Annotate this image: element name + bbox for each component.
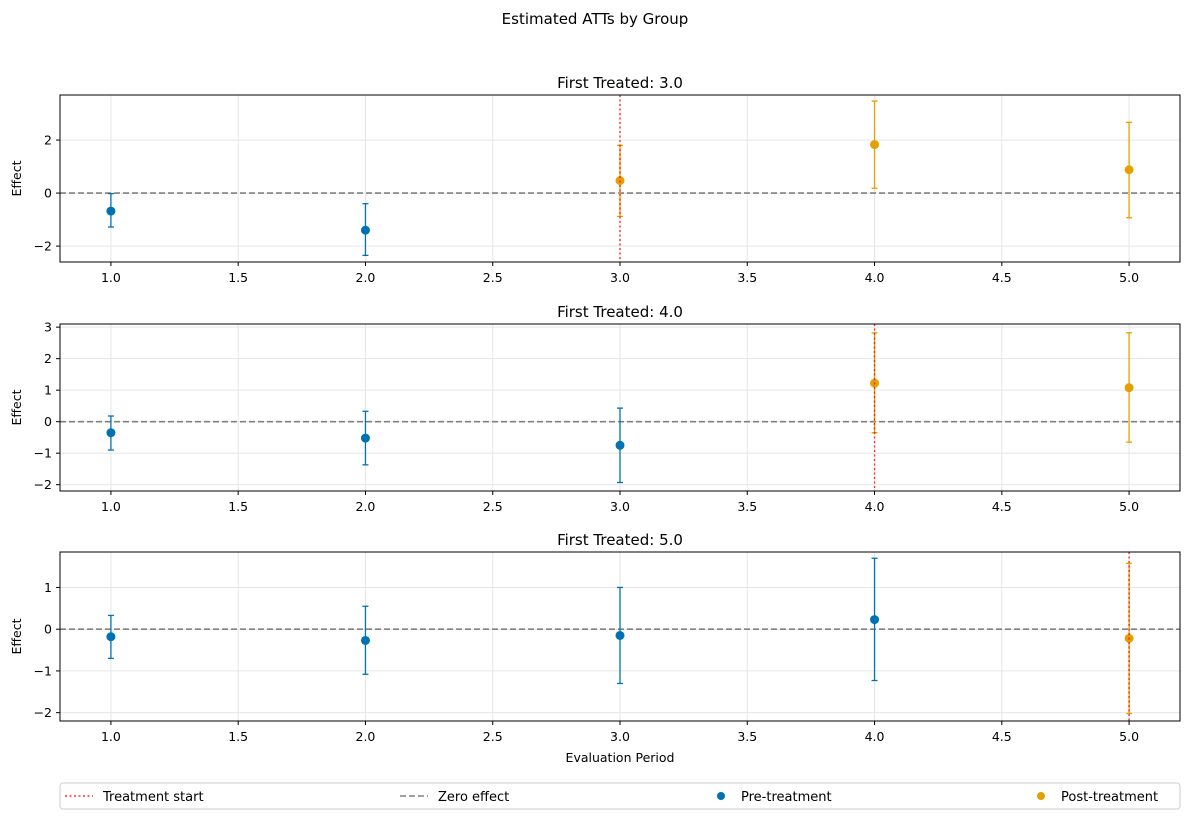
data-point-pre (360, 433, 370, 443)
data-point-post (1124, 165, 1134, 175)
x-tick-label: 1.5 (228, 729, 248, 744)
x-tick-label: 1.0 (101, 270, 121, 285)
subplot-1: 1.0 1.5 2.0 2.5 3.0 3.5 4.0 4.5 5.0 −2 0 2 First Tre… (9, 74, 1181, 285)
data-point-post (870, 140, 880, 150)
x-tick-label: 1.0 (101, 499, 121, 514)
legend-swatch-marker (717, 792, 725, 800)
x-tick-label: 3.0 (610, 270, 630, 285)
data-point-pre (360, 225, 370, 235)
y-tick-label: −2 (34, 477, 52, 492)
x-tick-label: 2.0 (356, 499, 376, 514)
data-point-pre (615, 630, 625, 640)
y-axis-label: Effect (9, 160, 24, 196)
x-tick-label: 4.5 (992, 270, 1012, 285)
data-point-pre (360, 635, 370, 645)
x-tick-label: 4.0 (865, 270, 885, 285)
legend-label: Pre-treatment (741, 790, 832, 805)
figure-suptitle: Estimated ATTs by Group (502, 10, 689, 28)
x-tick-label: 2.0 (356, 270, 376, 285)
x-tick-label: 1.5 (228, 270, 248, 285)
y-axis-label: Effect (9, 389, 24, 425)
x-tick-label: 4.0 (865, 499, 885, 514)
x-tick-label: 4.0 (865, 729, 885, 744)
x-tick-label: 1.0 (101, 729, 121, 744)
subplot-3: 1.0 1.5 2.0 2.5 3.0 3.5 4.0 4.5 5.0 −2 −1 0 1 First T… (9, 531, 1181, 765)
y-tick-label: 1 (44, 580, 52, 595)
y-tick-label: 0 (44, 622, 52, 637)
x-tick-label: 1.5 (228, 499, 248, 514)
data-point-pre (615, 440, 625, 450)
x-tick-label: 4.5 (992, 499, 1012, 514)
y-tick-label: 2 (44, 133, 52, 148)
data-point-pre (106, 632, 116, 642)
x-axis-label: Evaluation Period (566, 750, 675, 765)
subplot-title: First Treated: 5.0 (557, 531, 683, 549)
y-tick-label: 3 (44, 320, 52, 335)
x-tick-label: 3.0 (610, 499, 630, 514)
data-point-pre (106, 428, 116, 438)
x-tick-label: 2.0 (356, 729, 376, 744)
legend-label: Post-treatment (1061, 790, 1158, 805)
x-tick-label: 2.5 (483, 729, 503, 744)
x-tick-label: 5.0 (1119, 729, 1139, 744)
x-tick-label: 3.5 (737, 499, 757, 514)
x-tick-label: 3.0 (610, 729, 630, 744)
legend: Treatment start Zero effect Pre-treatment P… (59, 782, 1181, 810)
x-tick-label: 5.0 (1119, 270, 1139, 285)
legend-frame (59, 782, 1181, 810)
y-tick-label: −2 (34, 705, 52, 720)
y-tick-label: −1 (34, 446, 52, 461)
y-axis-label: Effect (9, 618, 24, 654)
data-point-pre (870, 615, 880, 625)
x-tick-label: 3.5 (737, 729, 757, 744)
legend-label: Treatment start (102, 790, 204, 805)
x-tick-label: 2.5 (483, 270, 503, 285)
y-tick-label: −2 (34, 239, 52, 254)
subplot-2: 1.0 1.5 2.0 2.5 3.0 3.5 4.0 4.5 5.0 −2 −1 0 1 2 3 First… (9, 303, 1181, 514)
legend-label: Zero effect (438, 790, 509, 805)
x-tick-label: 3.5 (737, 270, 757, 285)
y-tick-label: −1 (34, 663, 52, 678)
data-point-pre (106, 206, 116, 216)
x-tick-label: 2.5 (483, 499, 503, 514)
x-tick-label: 5.0 (1119, 499, 1139, 514)
y-tick-label: 1 (44, 383, 52, 398)
y-tick-label: 0 (44, 414, 52, 429)
legend-swatch-marker (1037, 792, 1045, 800)
data-point-post (1124, 383, 1134, 393)
subplot-title: First Treated: 3.0 (557, 74, 683, 92)
subplots: 1.0 1.5 2.0 2.5 3.0 3.5 4.0 4.5 5.0 −2 0 2 First Tre… (9, 74, 1181, 765)
x-tick-label: 4.5 (992, 729, 1012, 744)
subplot-title: First Treated: 4.0 (557, 303, 683, 321)
y-tick-label: 2 (44, 351, 52, 366)
y-tick-label: 0 (44, 186, 52, 201)
